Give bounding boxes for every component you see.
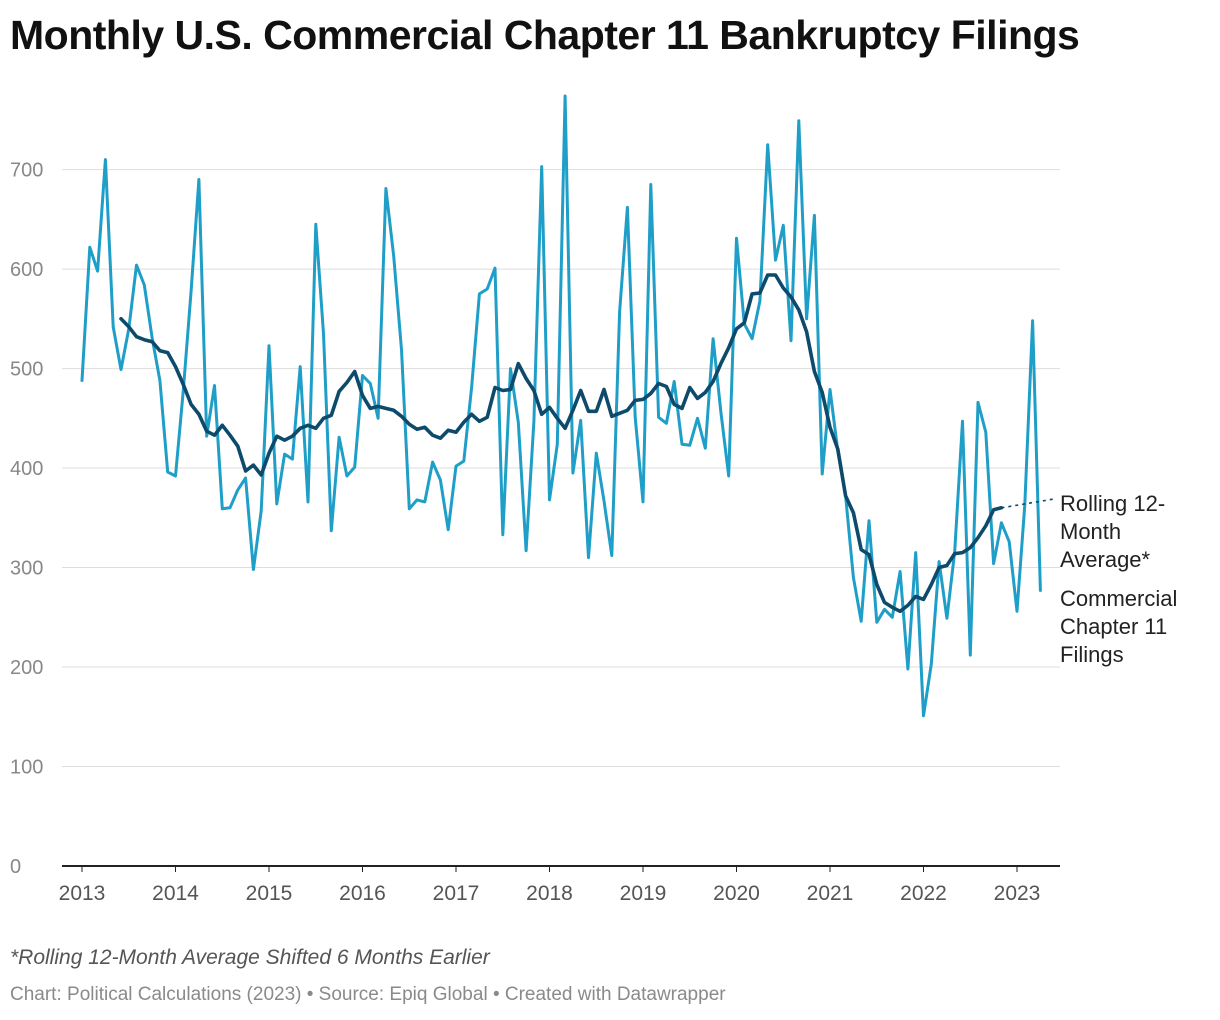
x-tick-label: 2016: [339, 882, 386, 905]
label-rolling-average: Rolling 12-Month Average*: [1060, 491, 1165, 572]
x-tick-label: 2023: [994, 882, 1041, 905]
x-tick-label: 2021: [807, 882, 854, 905]
y-tick-label: 100: [10, 757, 43, 779]
x-tick-label: 2015: [246, 882, 293, 905]
series-line-rolling-average: [119, 273, 1004, 614]
x-tick-label: 2018: [526, 882, 573, 905]
x-tick-label: 2017: [433, 882, 480, 905]
y-tick-label: 700: [10, 160, 43, 182]
y-tick-label: 500: [10, 359, 43, 381]
chart-footnote: *Rolling 12-Month Average Shifted 6 Mont…: [10, 946, 490, 969]
y-tick-label: 400: [10, 458, 43, 480]
x-tick-label: 2014: [152, 882, 199, 905]
x-tick-label: 2013: [59, 882, 106, 905]
chart-title: Monthly U.S. Commercial Chapter 11 Bankr…: [10, 12, 1080, 58]
y-tick-label: 0: [10, 856, 21, 878]
label-filings: Commercial Chapter 11 Filings: [1060, 586, 1177, 667]
y-axis-ticks: 0 100 200 300 400 500 600 700: [10, 160, 43, 878]
series-line-filings: [80, 94, 1042, 718]
series-lines: [80, 94, 1042, 718]
y-tick-label: 200: [10, 657, 43, 679]
chart-credit: Chart: Political Calculations (2023) • S…: [10, 984, 726, 1005]
label-leader-line: [1001, 498, 1055, 509]
x-tick-label: 2022: [900, 882, 947, 905]
label-leader: [1001, 498, 1055, 509]
x-tick-label: 2020: [713, 882, 760, 905]
x-tick-label: 2019: [620, 882, 667, 905]
y-tick-label: 300: [10, 558, 43, 580]
x-axis-ticks: 2013 2014 2015 2016 2017 2018 2019 2020 2021 2022…: [59, 866, 1041, 905]
y-tick-label: 600: [10, 259, 43, 281]
